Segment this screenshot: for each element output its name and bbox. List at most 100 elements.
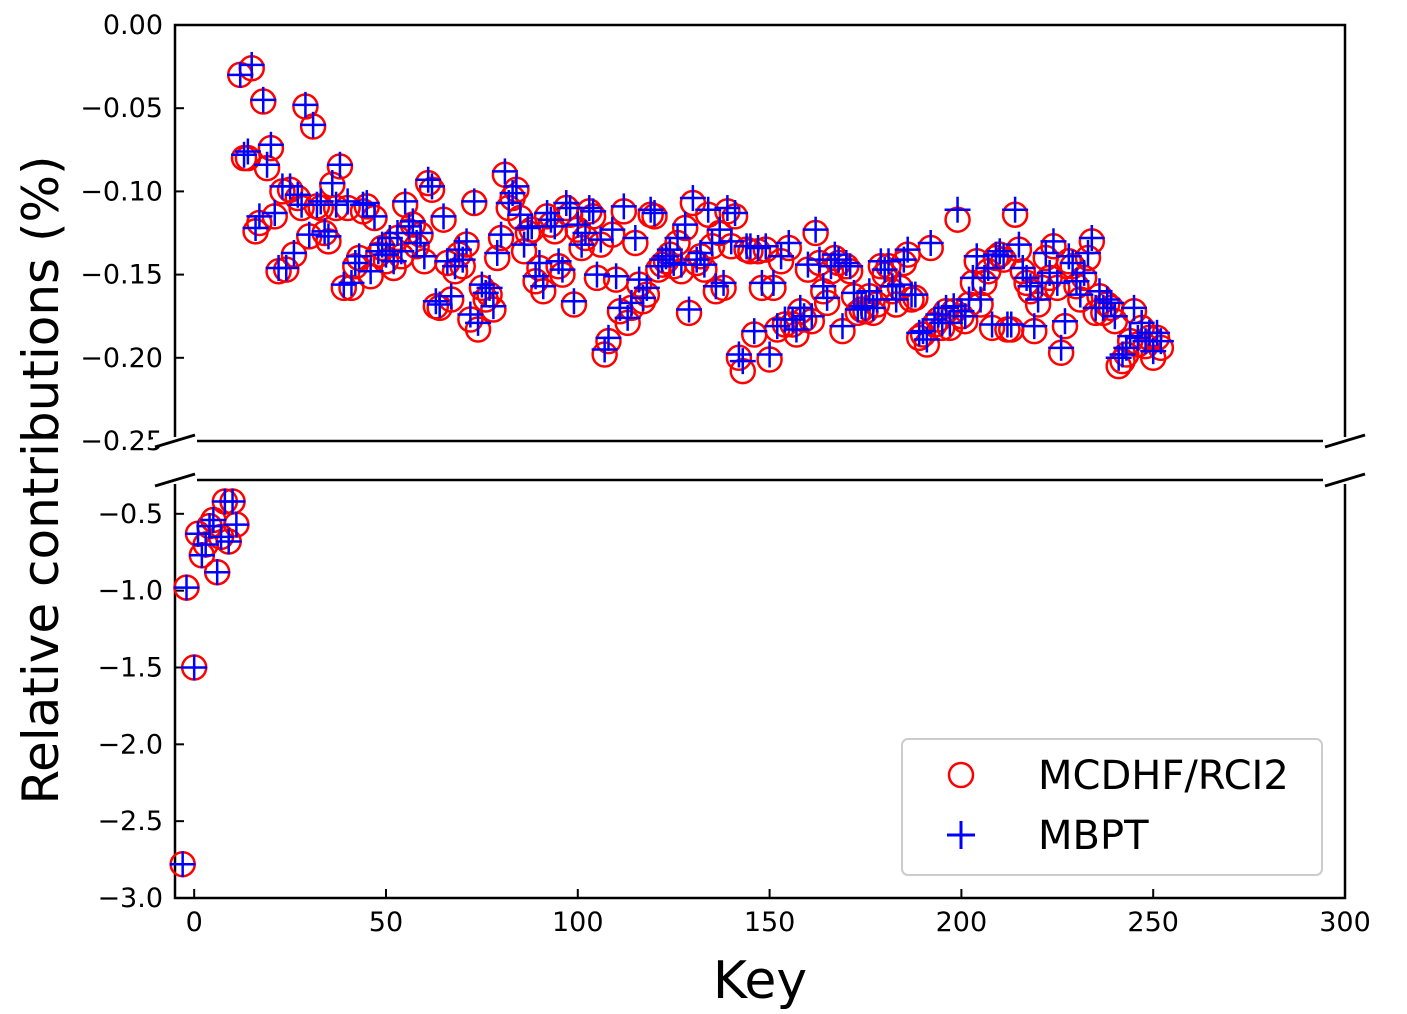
mbpt-point — [537, 206, 564, 233]
mbpt-point — [292, 91, 319, 118]
mbpt-point — [495, 190, 522, 217]
mbpt-point — [775, 229, 802, 256]
mbpt-point — [311, 218, 338, 245]
mbpt-point — [1121, 294, 1148, 321]
mbpt-point — [610, 193, 637, 220]
lower-y-tick-label: −1.0 — [97, 576, 163, 607]
mbpt-point — [768, 243, 795, 270]
upper-y-tick-label: −0.15 — [80, 260, 163, 291]
mbpt-point — [1025, 286, 1052, 313]
mbpt-point — [560, 288, 587, 315]
upper-data-points — [226, 51, 1175, 385]
mbpt-point — [595, 324, 622, 351]
mbpt-point — [296, 221, 323, 248]
mbpt-point — [204, 559, 231, 586]
mbpt-point — [971, 264, 998, 291]
y-axis-title: Relative contributions (%) — [12, 155, 70, 804]
mbpt-point — [633, 274, 660, 301]
mbpt-point — [388, 238, 415, 265]
mbpt-point — [580, 198, 607, 225]
mbpt-point — [453, 228, 480, 255]
mbpt-point — [346, 243, 373, 270]
mbpt-point — [622, 224, 649, 251]
mbpt-point — [986, 238, 1013, 265]
mbpt-point — [511, 231, 538, 258]
mbpt-point — [668, 251, 695, 278]
mbpt-point — [614, 304, 641, 331]
mbpt-point — [192, 531, 219, 558]
upper-y-tick-label: −0.05 — [80, 93, 163, 124]
mbpt-point — [257, 131, 284, 158]
mbpt-point — [783, 316, 810, 343]
mbpt-point — [234, 138, 261, 165]
mbpt-point — [526, 249, 553, 276]
mbpt-point — [917, 229, 944, 256]
mbpt-point — [741, 318, 768, 345]
mbpt-point — [534, 200, 561, 227]
mbpt-point — [215, 528, 242, 555]
upper-y-tick-label: −0.20 — [80, 343, 163, 374]
mbpt-point — [323, 191, 350, 218]
lower-y-tick-label: −3.0 — [97, 883, 163, 914]
mbpt-point — [695, 196, 722, 223]
upper-y-tick-label: −0.10 — [80, 176, 163, 207]
mbpt-point — [967, 286, 994, 313]
mbpt-point — [488, 221, 515, 248]
mbpt-point — [353, 190, 380, 217]
mbpt-point — [219, 488, 246, 515]
mbpt-point — [280, 239, 307, 266]
mbpt-point — [1098, 289, 1124, 316]
mbpt-point — [169, 851, 196, 878]
mbpt-point — [875, 248, 902, 275]
mbpt-point — [227, 61, 254, 88]
mbpt-point — [963, 243, 990, 270]
mbpt-point — [319, 170, 346, 197]
mbpt-point — [553, 190, 580, 217]
mbpt-point — [576, 195, 603, 222]
mbpt-point — [618, 289, 645, 316]
lower-data-points — [169, 488, 250, 878]
mbpt-point — [1002, 196, 1029, 223]
mbpt-point — [568, 231, 595, 258]
mbpt-point — [315, 223, 342, 250]
mbpt-point — [664, 224, 691, 251]
x-tick-label: 0 — [186, 907, 203, 938]
mbpt-point — [794, 251, 821, 278]
mbpt-point — [181, 654, 208, 681]
mbpt-point — [691, 251, 718, 278]
mbpt-point — [1055, 243, 1082, 270]
mbpt-point — [407, 220, 434, 246]
mbpt-point — [250, 86, 277, 113]
mbpt-point — [1074, 239, 1101, 266]
mbpt-point — [1113, 334, 1140, 361]
mbpt-point — [541, 213, 568, 240]
mbpt-point — [338, 269, 365, 296]
legend-label-mbpt: MBPT — [1038, 813, 1149, 859]
mbpt-point — [637, 196, 664, 223]
mbpt-point — [361, 203, 388, 230]
mbpt-point — [480, 293, 507, 320]
mbpt-point — [814, 284, 841, 311]
mbpt-point — [242, 215, 269, 242]
mbpt-point — [706, 216, 733, 243]
mbpt-point — [307, 188, 334, 215]
legend-frame — [901, 738, 1323, 876]
mbpt-point — [837, 253, 864, 280]
mbpt-point — [411, 243, 438, 270]
legend: MCDHF/RCI2 MBPT — [901, 738, 1323, 876]
mbpt-point — [848, 293, 875, 320]
mbpt-point — [1078, 224, 1105, 251]
mbpt-point — [357, 258, 384, 285]
mbpt-point — [952, 303, 979, 330]
mbpt-point — [1059, 249, 1086, 276]
mbpt-point — [760, 269, 787, 296]
mbpt-point — [284, 181, 311, 208]
mbpt-point — [415, 166, 442, 193]
mbpt-point — [572, 220, 599, 246]
mbpt-point — [1051, 308, 1078, 335]
mbpt-point — [944, 196, 971, 223]
mbpt-point — [1067, 281, 1094, 308]
mbpt-point — [422, 288, 449, 315]
mbpt-point — [672, 211, 699, 238]
mbpt-point — [587, 226, 614, 253]
